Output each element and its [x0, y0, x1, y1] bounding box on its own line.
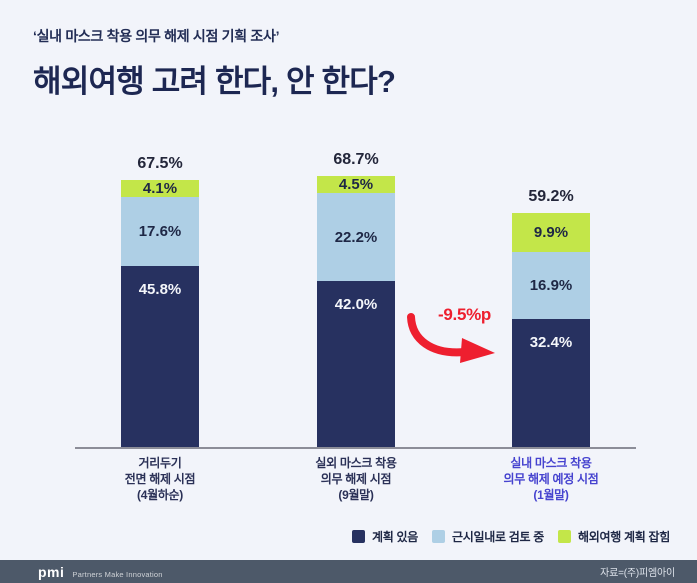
- pmi-logo: pmi: [38, 563, 65, 580]
- legend-swatch-lightblue: [432, 530, 445, 543]
- bar-segment-planned: 42.0%: [317, 281, 395, 447]
- footer-tagline: Partners Make Innovation: [72, 569, 163, 579]
- segment-label: 9.9%: [533, 224, 569, 242]
- bar-group-2: 68.7% 4.5% 22.2% 42.0%: [317, 151, 395, 447]
- bar-total-label: 68.7%: [333, 150, 379, 168]
- x-axis-label-1: 거리두기 전면 해제 시점 (4월하순): [124, 456, 196, 502]
- bar-segment-booked: 4.1%: [121, 179, 199, 197]
- x-axis-label-2: 실외 마스크 착용 의무 해제 시점 (9월말): [315, 456, 397, 502]
- segment-label: 16.9%: [529, 277, 573, 295]
- bar-segment-considering: 16.9%: [512, 252, 590, 320]
- curved-arrow-icon: [407, 313, 495, 363]
- bar-segment-considering: 22.2%: [317, 193, 395, 282]
- page-title: 해외여행 고려 한다, 안 한다?: [33, 64, 396, 99]
- change-annotation-text: -9.5%p: [438, 305, 491, 324]
- legend-swatch-navy: [352, 530, 365, 543]
- legend-item-considering: 근시일내로 검토 중: [432, 528, 544, 545]
- segment-label: 17.6%: [138, 222, 182, 240]
- x-axis-label-3-highlighted: 실내 마스크 착용 의무 해제 예정 시점 (1월말): [503, 456, 599, 502]
- segment-label: 4.1%: [142, 179, 178, 197]
- legend-item-planned: 계획 있음: [352, 528, 418, 545]
- page-subtitle: ‘실내 마스크 착용 의무 해제 시점 기획 조사’: [33, 28, 280, 44]
- legend-item-booked: 해외여행 계획 잡힘: [558, 528, 670, 545]
- source-text: 자료=(주)피엠아이: [600, 568, 675, 579]
- segment-label: 42.0%: [334, 296, 378, 314]
- stacked-bar-2: 4.5% 22.2% 42.0%: [317, 175, 395, 447]
- bar-total-label: 67.5%: [137, 155, 183, 173]
- bar-segment-planned: 32.4%: [512, 319, 590, 447]
- bar-segment-booked: 4.5%: [317, 175, 395, 194]
- bar-segment-considering: 17.6%: [121, 196, 199, 267]
- legend: 계획 있음 근시일내로 검토 중 해외여행 계획 잡힘: [352, 528, 670, 545]
- segment-label: 45.8%: [138, 281, 182, 299]
- segment-label: 4.5%: [338, 176, 374, 194]
- bar-total-label: 59.2%: [528, 188, 574, 206]
- bar-group-1: 67.5% 4.1% 17.6% 45.8%: [121, 155, 199, 447]
- bar-group-3: 59.2% 9.9% 16.9% 32.4%: [512, 188, 590, 447]
- segment-label: 32.4%: [529, 334, 573, 352]
- stacked-bar-1: 4.1% 17.6% 45.8%: [121, 180, 199, 447]
- segment-label: 22.2%: [334, 228, 378, 246]
- change-annotation: -9.5%p: [405, 303, 515, 365]
- axis-line: [75, 447, 636, 449]
- bar-segment-planned: 45.8%: [121, 266, 199, 447]
- footer: pmi Partners Make Innovation 자료=(주)피엠아이: [0, 560, 697, 583]
- legend-swatch-green: [558, 530, 571, 543]
- header: ‘실내 마스크 착용 의무 해제 시점 기획 조사’ 해외여행 고려 한다, 안…: [33, 26, 396, 101]
- bar-segment-booked: 9.9%: [512, 213, 590, 253]
- stacked-bar-chart: 67.5% 4.1% 17.6% 45.8% 68.7% 4.5% 22.2% …: [0, 139, 697, 449]
- stacked-bar-3: 9.9% 16.9% 32.4%: [512, 213, 590, 447]
